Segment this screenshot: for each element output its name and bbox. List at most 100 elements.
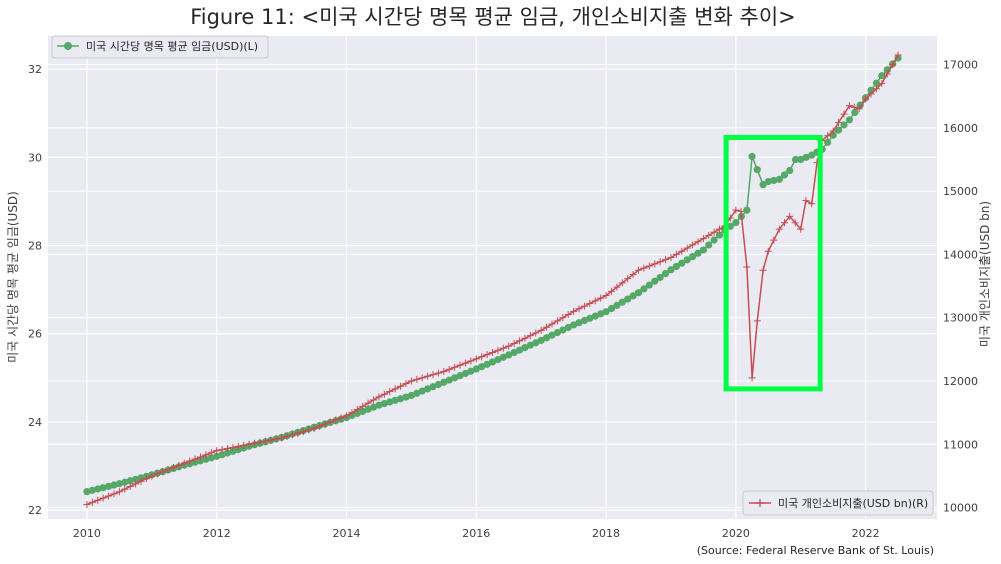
wage-point: [424, 385, 432, 393]
wage-point: [429, 383, 437, 391]
pce-point: [94, 496, 102, 504]
left-y-axis-label: 미국 시간당 명목 평균 임금(USD): [6, 191, 20, 363]
left-y-tick-label: 22: [28, 504, 42, 517]
pce-point: [840, 110, 848, 118]
pce-point: [607, 287, 615, 295]
wage-point: [624, 295, 632, 303]
source-note: (Source: Federal Reserve Bank of St. Lou…: [697, 544, 934, 557]
pce-point: [624, 275, 632, 283]
wage-point: [764, 177, 772, 186]
wage-point: [494, 356, 502, 364]
pce-point: [564, 311, 572, 319]
pce-point: [148, 472, 156, 480]
x-tick-label: 2018: [592, 527, 620, 540]
pce-point: [553, 317, 561, 325]
wage-point: [445, 376, 453, 384]
wage-point: [786, 166, 794, 175]
pce-point: [456, 361, 464, 369]
wage-series: [83, 54, 902, 496]
pce-point: [710, 228, 718, 236]
wage-point: [732, 218, 740, 227]
wage-point: [483, 360, 491, 368]
wage-point: [586, 314, 594, 322]
pce-point: [299, 428, 307, 436]
pce-point: [202, 451, 210, 459]
pce-point: [662, 256, 670, 264]
wage-point: [115, 480, 123, 488]
pce-point: [883, 70, 891, 78]
pce-point: [472, 355, 480, 363]
wage-point: [213, 452, 221, 460]
pce-point: [683, 244, 691, 252]
wage-point: [872, 79, 881, 87]
wage-point: [94, 485, 102, 493]
wage-point: [694, 249, 702, 257]
pce-point: [872, 85, 880, 93]
pce-point: [824, 132, 832, 140]
right-y-tick-label: 14000: [943, 248, 978, 261]
wage-point: [678, 259, 686, 267]
wage-point: [478, 363, 486, 371]
wage-point: [878, 72, 886, 80]
pce-point: [705, 231, 713, 239]
pce-point: [645, 262, 653, 270]
wage-point: [402, 393, 410, 401]
wage-point: [532, 339, 540, 347]
wage-point: [597, 310, 605, 318]
wage-point: [218, 451, 226, 459]
pce-point: [326, 418, 334, 426]
wage-point: [629, 292, 637, 300]
pce-point: [510, 340, 518, 348]
pce-point: [516, 337, 524, 345]
wage-point: [651, 277, 659, 285]
pce-point: [591, 297, 599, 305]
right-y-axis-ticks: 10000 11000 12000 13000 14000 15000 16000 17000: [943, 58, 978, 514]
legend-right-label: 미국 개인소비지출(USD bn)(R): [778, 497, 928, 510]
pce-point: [256, 438, 264, 446]
pce-point: [753, 317, 761, 325]
left-y-tick-label: 30: [28, 151, 42, 164]
pce-point: [656, 258, 664, 266]
pce-point: [781, 219, 789, 227]
pce-point: [218, 446, 226, 454]
wage-point: [196, 457, 205, 465]
wage-point: [775, 175, 783, 183]
wage-point: [834, 126, 843, 134]
pce-point: [137, 477, 145, 485]
pce-point: [445, 365, 453, 373]
right-y-tick-label: 16000: [943, 122, 978, 135]
pce-point: [835, 119, 843, 127]
wage-point: [537, 336, 545, 344]
wage-point: [570, 321, 578, 329]
pce-point: [370, 396, 378, 404]
wage-point: [602, 308, 610, 316]
wage-point: [521, 344, 529, 352]
wage-point: [510, 348, 518, 357]
pce-point: [332, 416, 340, 424]
left-y-axis-ticks: 22 24 26 28 30 32: [28, 63, 42, 517]
pce-point: [478, 353, 486, 361]
wage-point: [223, 449, 232, 457]
pce-point: [380, 390, 388, 398]
pce-point: [548, 320, 556, 328]
right-y-axis-label: 미국 개인소비지출(USD bn): [978, 201, 992, 347]
wage-point: [375, 401, 383, 409]
pce-point: [786, 212, 794, 220]
pce-point: [234, 442, 242, 450]
pce-point: [559, 314, 567, 322]
pce-point: [494, 346, 502, 354]
wage-point: [229, 447, 237, 455]
left-y-tick-label: 28: [28, 240, 42, 253]
wage-point: [488, 358, 497, 366]
wage-point: [564, 323, 572, 332]
pce-point: [640, 264, 648, 272]
pce-point: [288, 431, 296, 439]
wage-point: [207, 454, 215, 462]
pce-point: [526, 332, 534, 340]
pce-point: [505, 342, 513, 350]
wage-point: [824, 138, 832, 146]
legend-right: 미국 개인소비지출(USD bn)(R): [742, 490, 934, 516]
wage-point: [699, 246, 707, 254]
pce-point: [770, 236, 778, 244]
